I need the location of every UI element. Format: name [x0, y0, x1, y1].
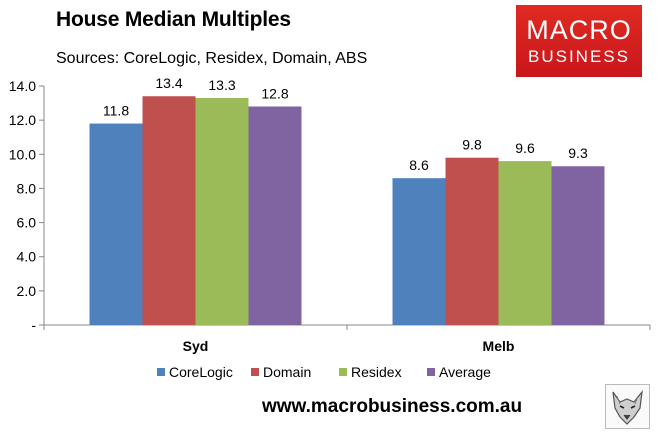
logo-line-business: BUSINESS	[528, 47, 630, 66]
bar-domain-syd	[142, 96, 196, 325]
data-label: 12.8	[261, 85, 288, 101]
chart-title: House Median Multiples	[56, 8, 291, 31]
legend-swatch-residex	[339, 368, 347, 376]
bar-residex-syd	[195, 97, 249, 325]
data-label: 9.3	[568, 145, 588, 161]
logo-line-macro: MACRO	[526, 15, 632, 45]
y-tick-label: 10.0	[9, 146, 36, 162]
data-label: 11.8	[103, 103, 129, 119]
x-category-label: Syd	[183, 338, 209, 354]
y-tick-label: 8.0	[17, 180, 37, 196]
y-tick-label: -	[31, 317, 36, 333]
macrobusiness-logo: MACRO BUSINESS	[516, 5, 642, 77]
chart-axes: - 2.0 4.0 6.0 8.0 10.0 12.0 14.0 Syd Melb	[9, 78, 651, 354]
website-url[interactable]: www.macrobusiness.com.au	[262, 396, 523, 417]
y-tick-label: 14.0	[9, 78, 36, 94]
data-label: 13.4	[155, 75, 182, 91]
legend-swatch-average	[427, 368, 435, 376]
chart-subtitle: Sources: CoreLogic, Residex, Domain, ABS	[56, 50, 368, 67]
legend-label-average: Average	[439, 364, 491, 380]
legend-label-corelogic: CoreLogic	[169, 364, 233, 380]
y-tick-label: 6.0	[17, 215, 37, 231]
x-category-label: Melb	[483, 338, 515, 354]
data-label: 9.6	[515, 140, 535, 156]
bar-average-melb	[551, 166, 605, 325]
chart-legend: CoreLogic Domain Residex Average	[157, 364, 491, 380]
data-label: 13.3	[208, 77, 235, 93]
wolf-head-icon	[605, 384, 650, 429]
legend-label-domain: Domain	[263, 364, 311, 380]
data-label: 9.8	[462, 137, 482, 153]
bar-corelogic-syd	[89, 123, 143, 325]
y-tick-label: 4.0	[17, 249, 37, 265]
legend-label-residex: Residex	[351, 364, 402, 380]
bar-domain-melb	[445, 157, 499, 325]
legend-swatch-domain	[251, 368, 259, 376]
bar-residex-melb	[498, 161, 552, 325]
chart-bars: 11.8 13.4 13.3 12.8 8.6 9.8 9.6 9.3	[89, 75, 605, 325]
bar-average-syd	[248, 106, 302, 325]
data-label: 8.6	[409, 157, 429, 173]
bar-corelogic-melb	[392, 178, 446, 325]
y-tick-label: 12.0	[9, 112, 36, 128]
legend-swatch-corelogic	[157, 368, 165, 376]
y-tick-label: 2.0	[17, 283, 37, 299]
